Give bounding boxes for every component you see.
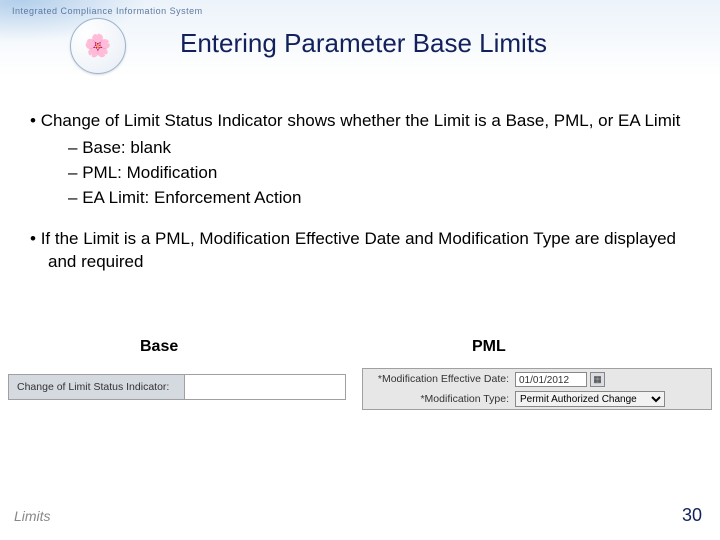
mod-effective-date-input[interactable]: 01/01/2012 xyxy=(515,372,587,387)
logo-glyph: 🌸 xyxy=(84,35,111,57)
bullet-2: If the Limit is a PML, Modification Effe… xyxy=(48,228,690,274)
system-label: Integrated Compliance Information System xyxy=(12,6,203,16)
mod-effective-date-label: *Modification Effective Date: xyxy=(363,373,515,385)
bullet-1c: EA Limit: Enforcement Action xyxy=(86,187,690,210)
pml-column-label: PML xyxy=(472,338,506,356)
bullet-1: Change of Limit Status Indicator shows w… xyxy=(48,110,690,133)
page-title: Entering Parameter Base Limits xyxy=(180,28,547,59)
base-field-label: Change of Limit Status Indicator: xyxy=(9,375,185,399)
footer-section-label: Limits xyxy=(14,508,51,524)
bullet-1b: PML: Modification xyxy=(86,162,690,185)
pml-row-date: *Modification Effective Date: 01/01/2012… xyxy=(363,369,711,389)
mod-type-label: *Modification Type: xyxy=(363,393,515,405)
calendar-icon[interactable]: ▦ xyxy=(590,372,605,387)
agency-logo: 🌸 xyxy=(70,18,126,74)
content-area: Change of Limit Status Indicator shows w… xyxy=(30,110,690,278)
base-panel: Change of Limit Status Indicator: xyxy=(8,374,346,400)
pml-panel: *Modification Effective Date: 01/01/2012… xyxy=(362,368,712,410)
mod-type-select[interactable]: Permit Authorized Change xyxy=(515,391,665,407)
pml-row-type: *Modification Type: Permit Authorized Ch… xyxy=(363,389,711,409)
base-column-label: Base xyxy=(140,338,178,356)
bullet-1a: Base: blank xyxy=(86,137,690,160)
page-number: 30 xyxy=(682,505,702,526)
base-field-value[interactable] xyxy=(185,375,345,399)
